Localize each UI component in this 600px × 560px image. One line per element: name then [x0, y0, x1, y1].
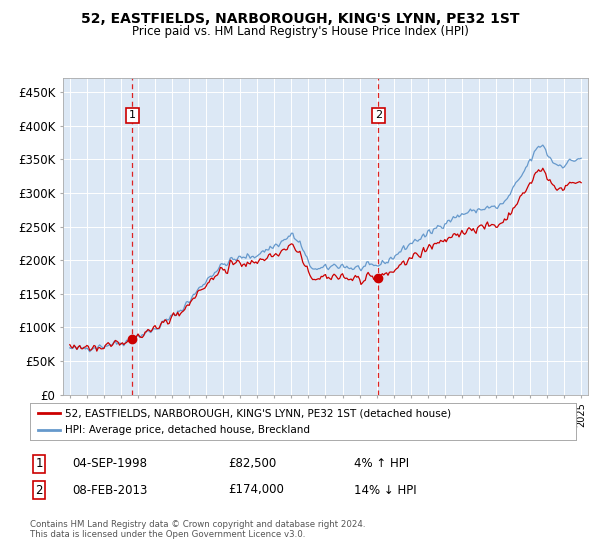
Text: 2: 2	[35, 483, 43, 497]
Text: Price paid vs. HM Land Registry's House Price Index (HPI): Price paid vs. HM Land Registry's House …	[131, 25, 469, 38]
Text: 1: 1	[129, 110, 136, 120]
Text: £82,500: £82,500	[228, 457, 276, 470]
Text: 52, EASTFIELDS, NARBOROUGH, KING'S LYNN, PE32 1ST: 52, EASTFIELDS, NARBOROUGH, KING'S LYNN,…	[81, 12, 519, 26]
Text: 4% ↑ HPI: 4% ↑ HPI	[354, 457, 409, 470]
Text: 14% ↓ HPI: 14% ↓ HPI	[354, 483, 416, 497]
Text: £174,000: £174,000	[228, 483, 284, 497]
Text: HPI: Average price, detached house, Breckland: HPI: Average price, detached house, Brec…	[65, 425, 310, 435]
Text: 08-FEB-2013: 08-FEB-2013	[72, 483, 148, 497]
Text: 1: 1	[35, 457, 43, 470]
Text: 04-SEP-1998: 04-SEP-1998	[72, 457, 147, 470]
Text: Contains HM Land Registry data © Crown copyright and database right 2024.
This d: Contains HM Land Registry data © Crown c…	[30, 520, 365, 539]
Text: 2: 2	[375, 110, 382, 120]
Text: 52, EASTFIELDS, NARBOROUGH, KING'S LYNN, PE32 1ST (detached house): 52, EASTFIELDS, NARBOROUGH, KING'S LYNN,…	[65, 408, 452, 418]
